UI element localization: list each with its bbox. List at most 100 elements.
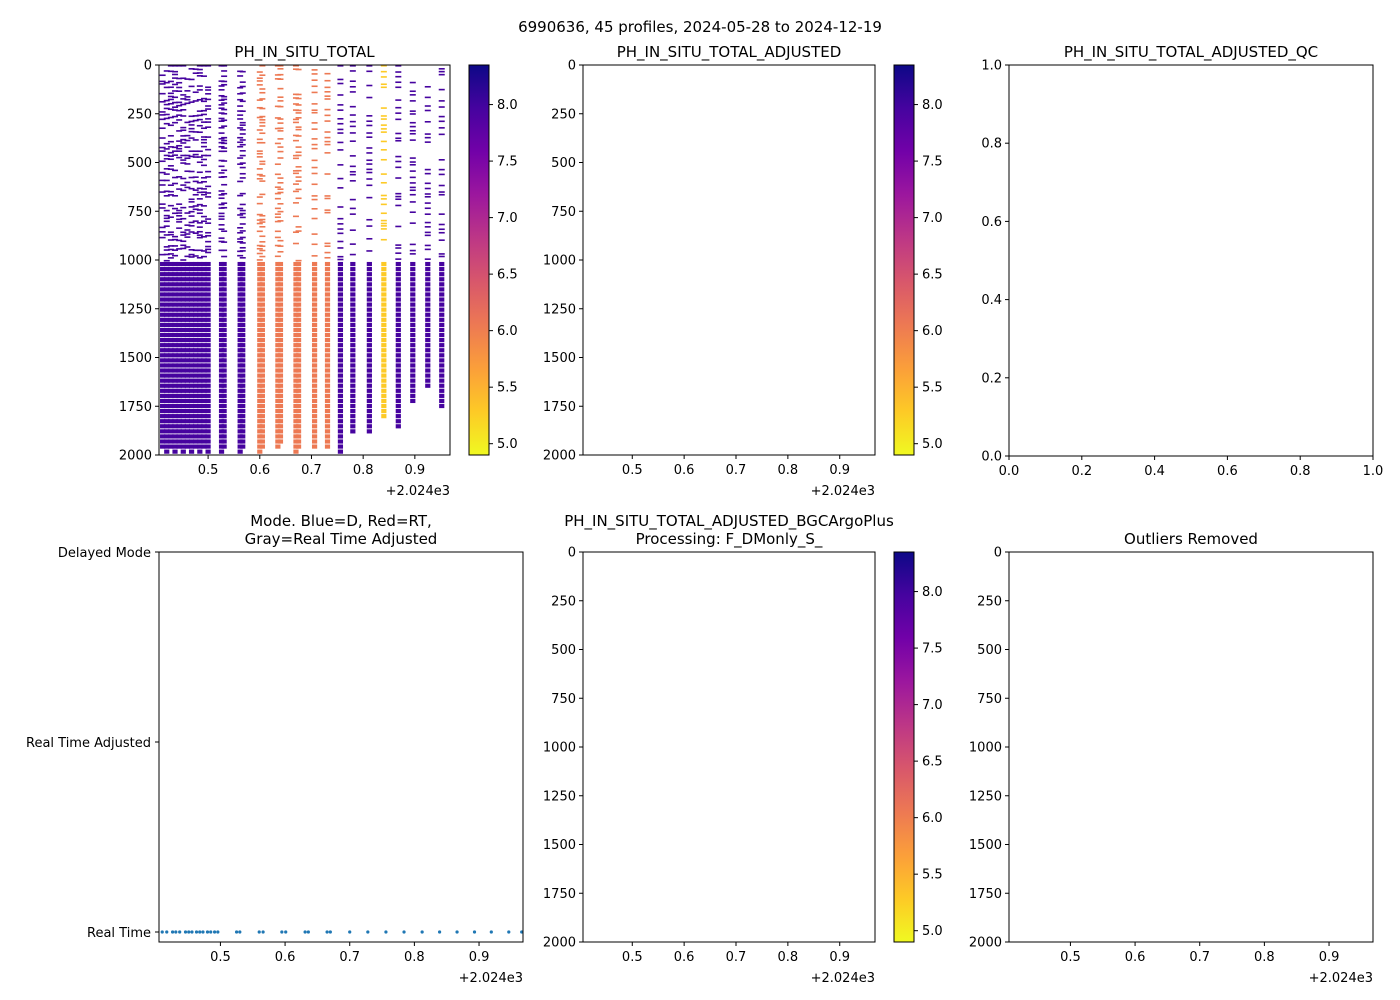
colorbar (893, 551, 915, 943)
heatmap-cell (324, 322, 331, 327)
plot-area (582, 64, 876, 456)
heatmap-cell (292, 139, 299, 142)
heatmap-cell (277, 327, 284, 333)
heatmap-cell (311, 217, 318, 220)
heatmap-cell (410, 302, 416, 307)
heatmap-cell (180, 292, 186, 297)
mode-point (507, 930, 511, 934)
heatmap-cell (221, 136, 228, 139)
heatmap-cell (349, 253, 356, 256)
heatmap-cell (188, 327, 195, 333)
heatmap-cell (366, 388, 372, 393)
heatmap-cell (184, 121, 191, 124)
heatmap-cell (188, 403, 195, 409)
heatmap-cell (176, 248, 183, 250)
heatmap-cell (176, 227, 183, 229)
heatmap-cell (395, 225, 402, 228)
heatmap-cell (259, 388, 265, 393)
heatmap-cell (237, 449, 243, 454)
heatmap-cell (274, 186, 281, 188)
heatmap-cell (295, 261, 302, 267)
heatmap-cell (366, 378, 372, 383)
heatmap-cell (439, 282, 445, 287)
heatmap-cell (295, 176, 302, 178)
heatmap-cell (292, 183, 299, 185)
heatmap-cell (221, 282, 227, 287)
heatmap-cell (324, 424, 331, 429)
heatmap-cell (184, 170, 191, 173)
heatmap-cell (176, 150, 183, 152)
heatmap-cell (410, 353, 416, 358)
heatmap-cell (295, 403, 302, 409)
heatmap-cell (218, 165, 225, 168)
heatmap-cell (176, 203, 183, 205)
heatmap-cell (176, 77, 183, 80)
y-tick-label: 0.6 (981, 215, 1002, 230)
heatmap-cell (160, 388, 166, 393)
heatmap-cell (180, 244, 187, 247)
heatmap-cell (197, 408, 203, 414)
heatmap-cell (277, 182, 284, 184)
heatmap-cell (295, 112, 302, 114)
heatmap-cell (237, 214, 244, 216)
heatmap-cell (311, 322, 318, 327)
heatmap-cell (239, 212, 246, 215)
heatmap-cell (188, 363, 195, 368)
heatmap-cell (324, 312, 331, 317)
heatmap-cell (188, 137, 195, 139)
heatmap-cell (176, 144, 183, 147)
heatmap-cell (395, 378, 401, 383)
heatmap-cell (196, 256, 203, 259)
heatmap-cell (188, 424, 195, 429)
heatmap-cell (381, 267, 387, 272)
heatmap-cell (366, 218, 373, 221)
heatmap-cell (201, 434, 207, 439)
heatmap-cell (193, 292, 199, 297)
heatmap-cell (221, 261, 227, 267)
subplot-title: Outliers Removed (1124, 530, 1258, 548)
heatmap-cell (259, 175, 266, 177)
heatmap-cell (176, 439, 182, 444)
heatmap-cell (380, 70, 387, 73)
heatmap-cell (163, 117, 170, 120)
heatmap-cell (180, 77, 187, 80)
heatmap-cell (395, 195, 402, 198)
heatmap-cell (409, 121, 416, 124)
heatmap-cell (221, 292, 227, 297)
heatmap-cell (196, 118, 203, 121)
heatmap-cell (188, 373, 195, 378)
heatmap-cell (259, 444, 265, 449)
heatmap-cell (163, 158, 170, 160)
heatmap-cell (259, 424, 265, 429)
heatmap-cell (259, 287, 265, 292)
heatmap-cell (176, 317, 182, 322)
heatmap-cell (239, 257, 246, 259)
heatmap-cell (240, 398, 246, 404)
heatmap-cell (324, 277, 331, 282)
heatmap-cell (381, 393, 387, 398)
heatmap-cell (311, 363, 318, 368)
heatmap-cell (160, 358, 166, 363)
heatmap-cell (172, 254, 179, 257)
heatmap-cell (221, 249, 228, 252)
colorbar (468, 64, 490, 456)
heatmap-cell (180, 65, 187, 67)
heatmap-cell (350, 373, 356, 378)
heatmap-cell (221, 373, 227, 378)
heatmap-cell (159, 236, 166, 239)
heatmap-cell (176, 81, 183, 84)
heatmap-cell (168, 358, 174, 363)
heatmap-cell (167, 95, 174, 98)
heatmap-cell (366, 171, 373, 174)
heatmap-cell (184, 78, 191, 80)
heatmap-cell (184, 267, 191, 272)
heatmap-cell (221, 112, 228, 115)
subplot-ph_bgcargoplus: PH_IN_SITU_TOTAL_ADJUSTED_BGCArgoPlusPro… (543, 512, 943, 986)
heatmap-cell (395, 348, 401, 353)
heatmap-cell (350, 327, 356, 333)
heatmap-cell (311, 353, 318, 358)
heatmap-cell (439, 388, 445, 393)
heatmap-cell (439, 307, 445, 312)
heatmap-cell (221, 272, 227, 277)
heatmap-cell (350, 429, 356, 434)
